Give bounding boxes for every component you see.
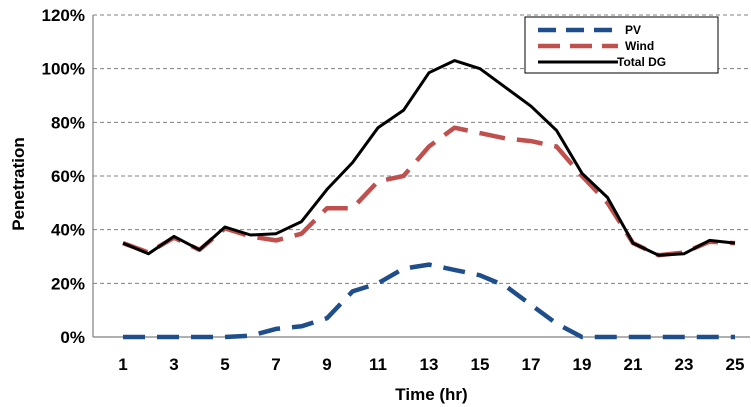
- x-tick-label: 5: [220, 355, 229, 374]
- legend-label: PV: [625, 23, 641, 37]
- x-tick-labels: 1 3 5 7 9 11 13 15 17 19 21 23 25: [118, 355, 744, 374]
- y-tick-labels: 0% 20% 40% 60% 80% 100% 120%: [42, 6, 85, 347]
- y-tick-label: 20%: [51, 274, 85, 293]
- x-tick-label: 11: [369, 355, 387, 374]
- x-tick-label: 23: [675, 355, 694, 374]
- series-line-pv: [123, 262, 735, 340]
- x-tick-label: 1: [118, 355, 127, 374]
- y-tick-label: 120%: [42, 6, 85, 25]
- x-tick-label: 7: [271, 355, 280, 374]
- y-tick-label: 40%: [51, 221, 85, 240]
- legend-label: Total DG: [617, 55, 666, 69]
- legend: PV Wind Total DG: [524, 16, 719, 74]
- y-tick-label: 60%: [51, 167, 85, 186]
- x-tick-label: 25: [726, 355, 745, 374]
- x-tick-label: 17: [522, 355, 541, 374]
- x-tick-label: 13: [420, 355, 439, 374]
- y-tick-label: 80%: [51, 113, 85, 132]
- y-tick-label: 0%: [60, 328, 85, 347]
- series-line-total-dg: [122, 59, 736, 257]
- x-tick-label: 15: [471, 355, 490, 374]
- y-tick-label: 100%: [42, 60, 85, 79]
- legend-entries: PV Wind Total DG: [538, 23, 666, 69]
- x-tick-label: 3: [169, 355, 178, 374]
- series-lines: [122, 59, 736, 340]
- legend-label: Wind: [625, 39, 654, 53]
- y-axis-title: Penetration: [9, 137, 28, 231]
- x-tick-label: 21: [624, 355, 643, 374]
- x-tick-label: 9: [322, 355, 331, 374]
- x-tick-label: 19: [573, 355, 592, 374]
- x-axis-title: Time (hr): [395, 385, 467, 404]
